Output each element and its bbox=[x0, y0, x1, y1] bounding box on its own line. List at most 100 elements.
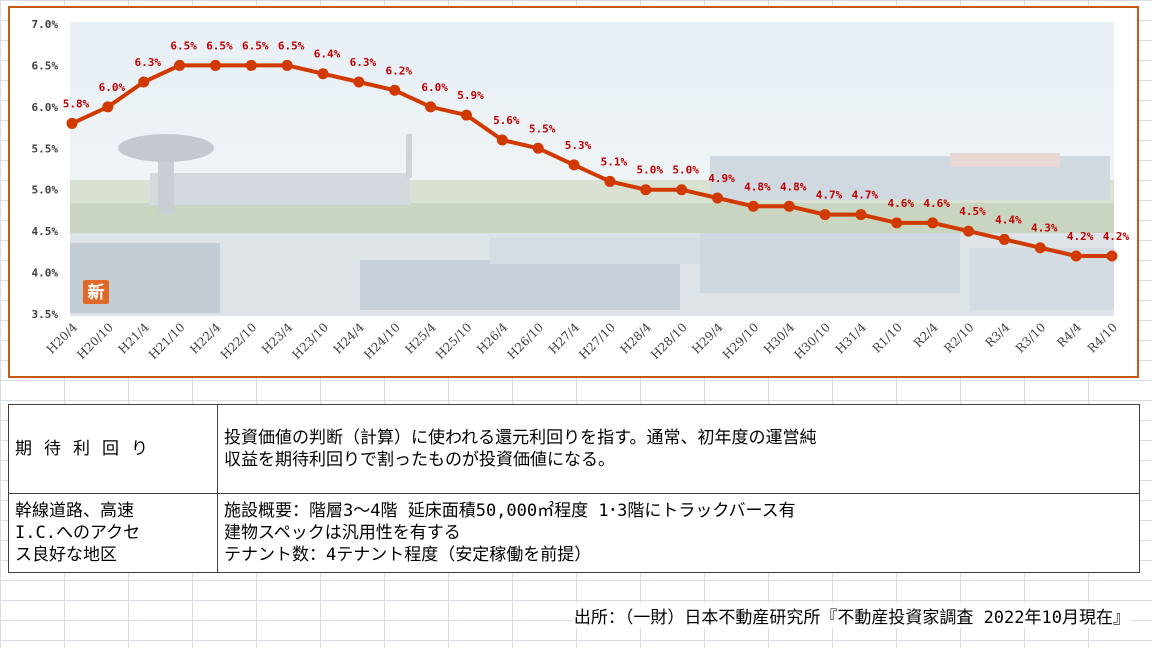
data-point bbox=[1106, 250, 1118, 262]
data-label: 4.3% bbox=[1031, 222, 1058, 235]
data-label: 5.6% bbox=[493, 114, 520, 127]
data-label: 5.3% bbox=[565, 139, 592, 152]
x-tick-label: R2/10 bbox=[941, 320, 976, 355]
description-line: 建物スペックは汎用性を有する bbox=[224, 523, 461, 543]
data-label: 4.7% bbox=[852, 189, 879, 202]
data-label: 5.8% bbox=[63, 97, 90, 110]
data-labels: 5.8% 6.0% 6.3% 6.5% 6.5% 6.5% 6.5% 6.4% 6.3% 6.2%… bbox=[63, 39, 1130, 243]
data-point bbox=[1034, 242, 1046, 254]
row-head: 幹線道路、高速 I.C.へのアクセ ス良好な地区 bbox=[8, 493, 218, 573]
x-tick-label: H23/10 bbox=[289, 320, 331, 362]
data-label: 6.4% bbox=[314, 48, 341, 61]
x-tick-label: H31/4 bbox=[833, 320, 870, 357]
data-point bbox=[460, 109, 472, 121]
y-tick-label: 5.0% bbox=[32, 184, 59, 197]
data-label: 6.3% bbox=[134, 56, 161, 69]
yield-line-chart: 3.5% 4.0% 4.5% 5.0% 5.5% 6.0% 6.5% 7.0% H20/4H2… bbox=[32, 18, 1130, 362]
data-point bbox=[138, 76, 150, 88]
y-tick-label: 3.5% bbox=[32, 308, 59, 321]
table-row: 期待利回り 投資価値の判断（計算）に使われる還元利回りを指す。通常、初年度の運営… bbox=[8, 404, 1140, 494]
data-points bbox=[66, 59, 1118, 262]
data-point bbox=[819, 209, 831, 221]
data-point bbox=[604, 175, 616, 187]
data-label: 5.5% bbox=[529, 122, 556, 135]
data-label: 6.5% bbox=[278, 39, 305, 52]
y-tick-label: 5.5% bbox=[32, 142, 59, 155]
data-point bbox=[389, 84, 401, 96]
x-tick-label: H24/10 bbox=[361, 320, 403, 362]
data-label: 4.2% bbox=[1103, 230, 1130, 243]
data-point bbox=[317, 68, 329, 80]
data-label: 6.0% bbox=[99, 81, 126, 94]
data-point bbox=[281, 59, 293, 71]
y-tick-label: 4.5% bbox=[32, 225, 59, 238]
table-row: 幹線道路、高速 I.C.へのアクセ ス良好な地区 施設概要：階層3～4階 延床面… bbox=[8, 493, 1140, 573]
data-point bbox=[174, 59, 186, 71]
series-line bbox=[71, 63, 1112, 258]
data-label: 4.5% bbox=[959, 205, 986, 218]
description-line: 施設概要：階層3～4階 延床面積50,000㎡程度 1･3階にトラックバース有 bbox=[224, 501, 796, 521]
row-head-line: ス良好な地区 bbox=[15, 545, 117, 565]
row-description: 施設概要：階層3～4階 延床面積50,000㎡程度 1･3階にトラックバース有 … bbox=[217, 493, 1140, 573]
data-point bbox=[209, 59, 221, 71]
x-tick-label: R3/10 bbox=[1013, 320, 1048, 355]
data-label: 5.0% bbox=[672, 164, 699, 177]
x-tick-label: H30/10 bbox=[791, 320, 833, 362]
info-table: 期待利回り 投資価値の判断（計算）に使われる還元利回りを指す。通常、初年度の運営… bbox=[8, 404, 1140, 573]
data-point bbox=[568, 159, 580, 171]
x-tick-label: R1/10 bbox=[870, 320, 905, 355]
x-tick-label: R2/4 bbox=[911, 320, 941, 350]
data-point bbox=[855, 209, 867, 221]
data-label: 4.9% bbox=[708, 172, 735, 185]
data-point bbox=[927, 217, 939, 229]
data-label: 4.4% bbox=[995, 213, 1022, 226]
description-line: 収益を期待利回りで割ったものが投資価値になる。 bbox=[224, 450, 615, 470]
badge-label: 新 bbox=[88, 282, 105, 303]
data-label: 4.2% bbox=[1067, 230, 1094, 243]
row-description: 投資価値の判断（計算）に使われる還元利回りを指す。通常、初年度の運営純 収益を期… bbox=[217, 404, 1140, 494]
source-note: 出所：（一財）日本不動産研究所『不動産投資家調査 2022年10月現在』 bbox=[571, 603, 1132, 628]
data-label: 6.5% bbox=[242, 39, 269, 52]
x-tick-label: H28/10 bbox=[648, 320, 690, 362]
data-label: 5.9% bbox=[457, 89, 484, 102]
y-axis-ticks: 3.5% 4.0% 4.5% 5.0% 5.5% 6.0% 6.5% 7.0% bbox=[32, 18, 59, 321]
x-tick-label: H22/10 bbox=[218, 320, 260, 362]
data-label: 5.0% bbox=[637, 164, 664, 177]
x-tick-label: H29/10 bbox=[720, 320, 762, 362]
y-tick-label: 7.0% bbox=[32, 18, 59, 31]
x-tick-label: H20/10 bbox=[74, 320, 116, 362]
x-tick-label: R3/4 bbox=[983, 320, 1013, 350]
data-point bbox=[532, 142, 544, 154]
y-tick-label: 6.5% bbox=[32, 59, 59, 72]
data-point bbox=[245, 59, 257, 71]
row-head-line: I.C.へのアクセ bbox=[15, 523, 141, 543]
data-label: 5.1% bbox=[601, 155, 628, 168]
data-point bbox=[747, 200, 759, 212]
data-label: 6.3% bbox=[350, 56, 377, 69]
y-tick-label: 6.0% bbox=[32, 101, 59, 114]
data-label: 4.6% bbox=[888, 197, 915, 210]
chart-frame: 3.5% 4.0% 4.5% 5.0% 5.5% 6.0% 6.5% 7.0% H20/4 H2… bbox=[8, 6, 1139, 378]
data-point bbox=[783, 200, 795, 212]
row-head-text: 期待利回り bbox=[15, 439, 160, 459]
background-photo bbox=[70, 22, 1114, 316]
row-head: 期待利回り bbox=[8, 404, 218, 494]
data-point bbox=[496, 134, 508, 146]
data-label: 4.8% bbox=[780, 180, 807, 193]
data-point bbox=[891, 217, 903, 229]
data-point bbox=[66, 117, 78, 129]
x-tick-label: H27/10 bbox=[576, 320, 618, 362]
data-label: 6.2% bbox=[385, 64, 412, 77]
x-tick-label: H26/10 bbox=[505, 320, 547, 362]
data-label: 6.5% bbox=[206, 39, 233, 52]
data-point bbox=[711, 192, 723, 204]
x-tick-label: H21/10 bbox=[146, 320, 188, 362]
description-line: 投資価値の判断（計算）に使われる還元利回りを指す。通常、初年度の運営純 bbox=[224, 428, 817, 448]
data-label: 4.6% bbox=[923, 197, 950, 210]
data-point bbox=[676, 184, 688, 196]
x-tick-label: R4/10 bbox=[1085, 320, 1120, 355]
description-line: テナント数：4テナント程度（安定稼働を前提） bbox=[224, 545, 592, 565]
y-tick-label: 4.0% bbox=[32, 267, 59, 280]
data-point bbox=[998, 233, 1010, 245]
